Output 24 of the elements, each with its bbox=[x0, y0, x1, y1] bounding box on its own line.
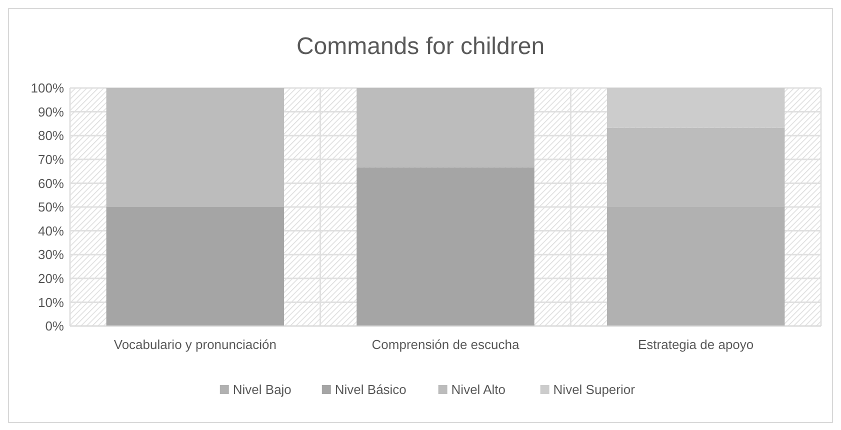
x-tick-label: Vocabulario y pronunciación bbox=[114, 337, 276, 352]
bar bbox=[606, 88, 785, 128]
legend-label: Nivel Superior bbox=[553, 382, 636, 397]
legend-label: Nivel Bajo bbox=[232, 382, 292, 397]
bar bbox=[106, 207, 284, 326]
bar bbox=[356, 167, 534, 326]
x-tick-label: Comprensión de escucha bbox=[372, 337, 520, 352]
bar bbox=[356, 88, 534, 168]
y-tick-label: 50% bbox=[38, 200, 64, 215]
y-tick-label: 90% bbox=[38, 104, 64, 120]
y-tick-label: 0% bbox=[45, 318, 64, 334]
legend-label: Nivel Alto bbox=[451, 382, 506, 397]
legend-label: Nivel Básico bbox=[334, 382, 406, 397]
y-tick-label: 40% bbox=[38, 223, 64, 238]
y-tick-label: 100% bbox=[30, 80, 64, 96]
y-tick-label: 10% bbox=[38, 294, 64, 310]
x-tick-label: Estrategia de apoyo bbox=[638, 337, 754, 352]
y-tick-label: 80% bbox=[38, 128, 64, 144]
y-tick-label: 30% bbox=[38, 247, 64, 262]
bar bbox=[106, 88, 284, 207]
chart-title: Commands for children bbox=[296, 33, 545, 60]
y-tick-label: 20% bbox=[38, 270, 64, 286]
y-tick-label: 60% bbox=[38, 176, 64, 191]
y-tick-label: 70% bbox=[38, 152, 64, 167]
